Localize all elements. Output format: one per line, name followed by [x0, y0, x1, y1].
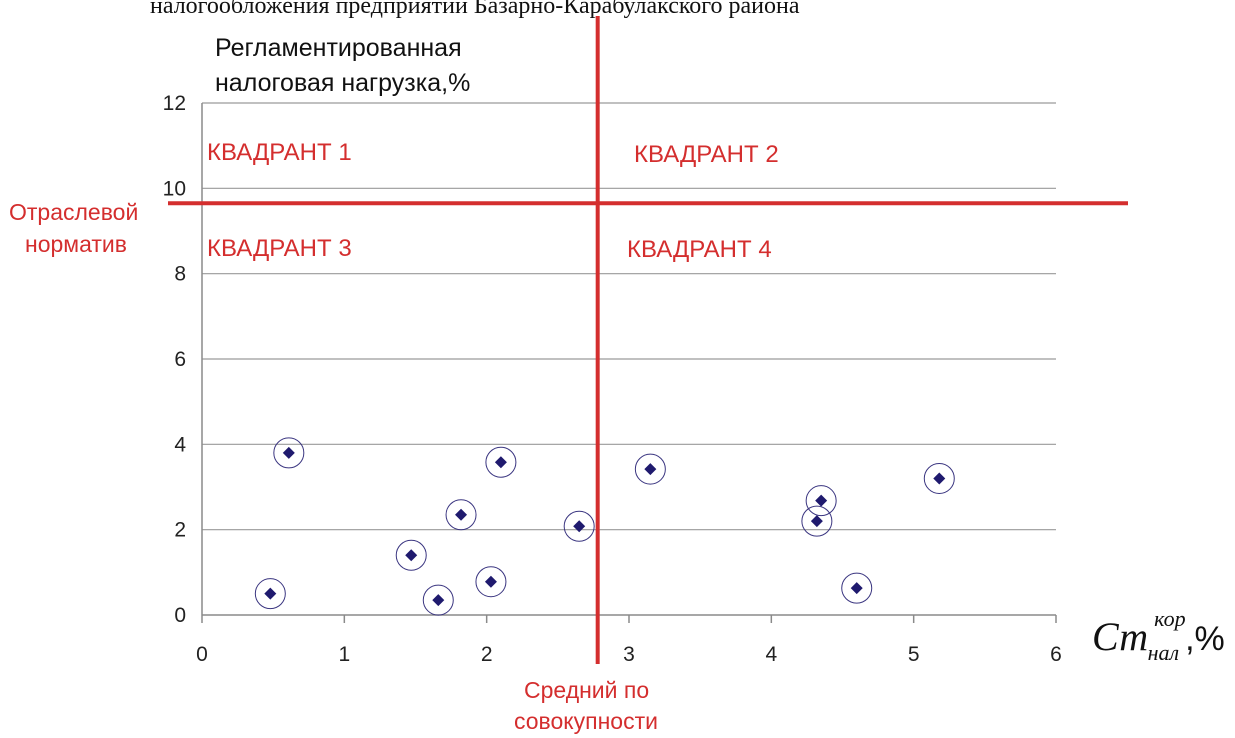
- x-tick-label: 5: [908, 643, 920, 666]
- y-tick-label: 4: [174, 433, 186, 456]
- data-point-ring: [923, 462, 955, 494]
- data-point-ring: [634, 453, 666, 485]
- y-tick-label: 6: [174, 348, 186, 371]
- population-average-label-line-1: Средний по: [524, 677, 649, 703]
- data-point-marker: [455, 508, 468, 521]
- x-axis-title-suffix: ,%: [1185, 620, 1225, 658]
- x-tick-label: 0: [196, 643, 208, 666]
- data-point-ring: [475, 566, 507, 598]
- data-point-ring: [841, 572, 873, 604]
- x-tick-label: 3: [623, 643, 635, 666]
- quadrant-1-label: КВАДРАНТ 1: [207, 139, 352, 166]
- y-axis-title-line-1: Регламентированная: [215, 34, 462, 62]
- data-point: [805, 485, 837, 517]
- data-point-ring: [485, 446, 517, 478]
- y-tick-label: 0: [174, 604, 186, 627]
- data-point-ring: [422, 584, 454, 616]
- data-point-marker: [405, 549, 418, 562]
- data-point-marker: [815, 494, 828, 507]
- data-point: [395, 539, 427, 571]
- x-tick-label: 4: [765, 643, 777, 666]
- data-point-ring: [395, 539, 427, 571]
- data-point: [841, 572, 873, 604]
- quadrant-4-label: КВАДРАНТ 4: [627, 236, 772, 263]
- quadrant-2-label: КВАДРАНТ 2: [634, 141, 779, 168]
- y-tick-labels: 0 2 4 6 8 10 12: [163, 92, 187, 627]
- y-tick-label: 10: [163, 177, 186, 200]
- y-tick-label: 8: [174, 263, 186, 286]
- data-point-ring: [445, 499, 477, 531]
- data-point-marker: [644, 463, 657, 476]
- quadrant-3-label: КВАДРАНТ 3: [207, 235, 352, 262]
- data-point-marker: [484, 575, 497, 588]
- x-axis-title-subscript: нал: [1148, 640, 1180, 665]
- y-tick-label: 2: [174, 519, 186, 542]
- x-tick-label: 1: [338, 643, 350, 666]
- y-tick-label: 12: [163, 92, 186, 115]
- data-point-ring: [273, 437, 305, 469]
- data-point: [273, 437, 305, 469]
- chart-caption: налогообложения предприятий Базарно-Кара…: [150, 0, 800, 19]
- x-axis-title-superscript: кор: [1154, 606, 1185, 631]
- data-point: [634, 453, 666, 485]
- data-point: [422, 584, 454, 616]
- data-point-ring: [805, 485, 837, 517]
- industry-norm-label-line-1: Отраслевой: [9, 199, 138, 225]
- x-axis-title-main: Ст: [1092, 614, 1148, 659]
- data-point-marker: [264, 587, 277, 600]
- data-point-marker: [432, 594, 445, 607]
- x-tick-label: 6: [1050, 643, 1062, 666]
- x-axis-title: Ст кор нал ,%: [1092, 606, 1225, 665]
- data-point: [485, 446, 517, 478]
- x-tick-labels: 0 1 2 3 4 5 6: [196, 643, 1062, 666]
- population-average-label-line-2: совокупности: [514, 708, 658, 734]
- data-point-marker: [494, 456, 507, 469]
- x-tick-marks: [201, 615, 1057, 623]
- data-point: [445, 499, 477, 531]
- data-point: [254, 578, 286, 610]
- data-point-marker: [573, 520, 586, 533]
- data-points: [254, 437, 955, 616]
- data-point-ring: [254, 578, 286, 610]
- data-point-marker: [810, 515, 823, 528]
- data-point: [475, 566, 507, 598]
- data-point: [923, 462, 955, 494]
- data-point-marker: [933, 472, 946, 485]
- data-point: [801, 505, 833, 537]
- data-point-ring: [563, 510, 595, 542]
- industry-norm-label-line-2: норматив: [25, 231, 127, 257]
- y-axis-title-line-2: налоговая нагрузка,%: [215, 69, 470, 97]
- x-tick-label: 2: [481, 643, 493, 666]
- gridlines: [202, 102, 1056, 531]
- data-point: [563, 510, 595, 542]
- data-point-marker: [850, 582, 863, 595]
- data-point-marker: [282, 446, 295, 459]
- data-point-ring: [801, 505, 833, 537]
